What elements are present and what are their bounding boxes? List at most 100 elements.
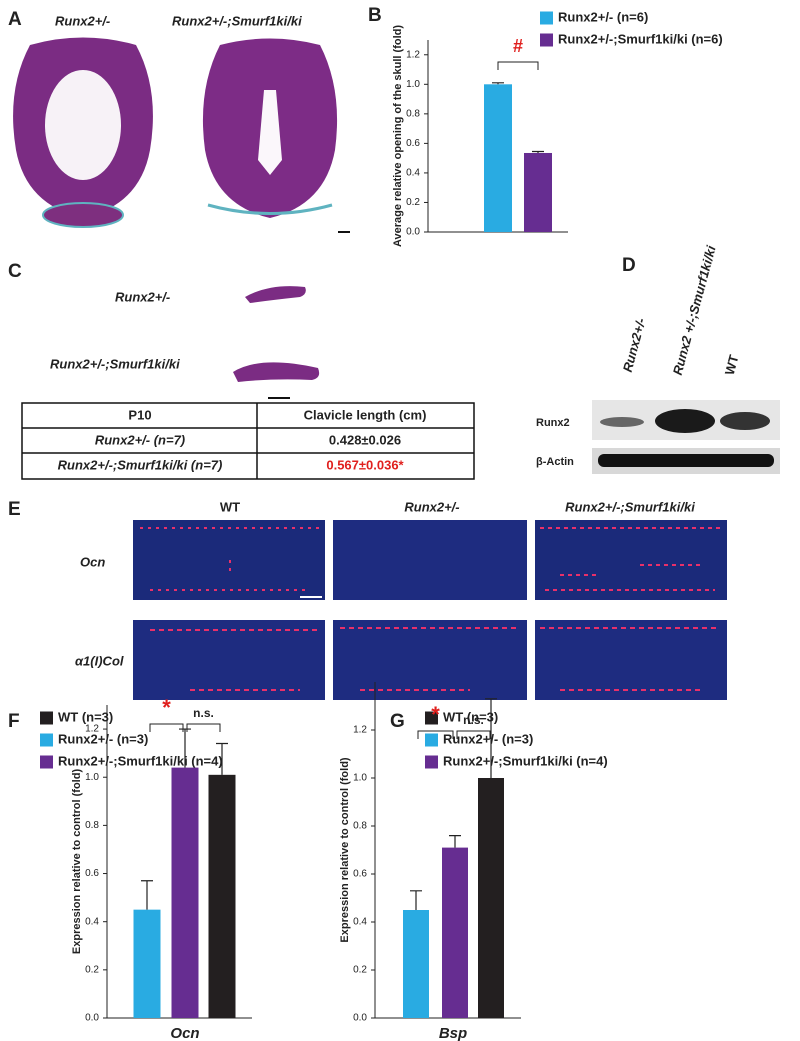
y-tick-label: 0.6 <box>406 138 420 149</box>
fluorescence-images <box>133 520 727 700</box>
bracket <box>417 730 454 739</box>
bar <box>442 847 468 1018</box>
error-bar <box>216 742 228 775</box>
bracket <box>456 730 491 739</box>
annotation: n.s. <box>463 713 484 727</box>
image-label: Runx2+/- <box>55 13 110 28</box>
y-tick-label: 0.8 <box>85 820 99 831</box>
table-cell: 0.567±0.036* <box>326 457 404 472</box>
y-tick-label: 0.8 <box>353 821 367 832</box>
row-label: Ocn <box>80 554 105 569</box>
x-axis-label: Bsp <box>439 1025 467 1041</box>
y-tick-label: 1.2 <box>85 724 99 735</box>
y-tick-label: 1.2 <box>406 49 420 60</box>
lane-label: WT <box>722 353 742 376</box>
legend-swatch <box>540 11 553 25</box>
legend-swatch <box>425 755 438 769</box>
bar <box>403 910 429 1018</box>
legend-swatch <box>40 733 53 747</box>
annotation: * <box>431 702 440 727</box>
column-label: Runx2+/- <box>404 499 459 514</box>
table-cell: Runx2+/- (n=7) <box>95 432 185 447</box>
x-axis-label: Ocn <box>170 1025 199 1041</box>
lane-label: Runx2 +/-;Smurf1ki/ki <box>670 244 719 377</box>
table <box>21 402 475 480</box>
skull-image <box>13 37 350 233</box>
panel-letter: E <box>8 499 21 520</box>
y-tick-label: 0.0 <box>406 227 420 238</box>
table-cell: 0.428±0.026 <box>329 432 401 447</box>
column-label: WT <box>220 499 240 514</box>
y-tick-label: 0.0 <box>85 1013 99 1024</box>
y-tick-label: 0.4 <box>353 917 367 928</box>
bracket <box>149 723 184 732</box>
annotation: n.s. <box>193 706 214 720</box>
error-bar <box>492 82 504 85</box>
column-label: Runx2+/-;Smurf1ki/ki <box>565 499 695 514</box>
panel-letter: C <box>8 261 22 282</box>
legend-label: Runx2+/-;Smurf1ki/ki (n=4) <box>58 753 223 768</box>
error-bar <box>532 150 544 153</box>
bar <box>133 909 161 1018</box>
legend-label: Runx2+/- (n=3) <box>58 731 148 746</box>
y-tick-label: 0.2 <box>406 197 420 208</box>
legend-swatch <box>40 755 53 769</box>
legend-label: Runx2+/-;Smurf1ki/ki (n=4) <box>443 753 608 768</box>
error-bar <box>141 880 153 910</box>
error-bar <box>449 835 461 848</box>
western-blot <box>592 400 780 474</box>
y-tick-label: 1.0 <box>85 772 99 783</box>
panel-letter: A <box>8 9 22 30</box>
table-header: P10 <box>128 407 151 422</box>
bar <box>524 152 552 232</box>
error-bar <box>179 728 191 768</box>
bar <box>478 778 504 1018</box>
legend-swatch <box>425 711 438 725</box>
bar <box>208 774 236 1018</box>
y-tick-label: 0.6 <box>353 869 367 880</box>
annotation: # <box>513 36 523 56</box>
y-tick-label: 1.0 <box>353 773 367 784</box>
y-tick-label: 1.0 <box>406 79 420 90</box>
image-label: Runx2+/-;Smurf1ki/ki <box>172 13 302 28</box>
legend-label: Runx2+/- (n=6) <box>558 9 648 24</box>
y-axis-label: Expression relative to control (fold) <box>71 769 83 955</box>
legend-swatch <box>425 733 438 747</box>
row-label: Runx2 <box>536 417 570 429</box>
legend-swatch <box>40 711 53 725</box>
y-tick-label: 0.4 <box>406 168 420 179</box>
bracket <box>186 723 221 732</box>
y-tick-label: 0.8 <box>406 108 420 119</box>
bar <box>171 767 199 1018</box>
y-tick-label: 0.2 <box>85 964 99 975</box>
image-label: Runx2+/- <box>115 289 170 304</box>
y-tick-label: 0.6 <box>85 868 99 879</box>
y-tick-label: 0.4 <box>85 916 99 927</box>
y-tick-label: 0.2 <box>353 965 367 976</box>
legend-label: WT (n=3) <box>58 709 113 724</box>
y-tick-label: 0.0 <box>353 1013 367 1024</box>
panel-letter: F <box>8 711 20 732</box>
image-label: Runx2+/-;Smurf1ki/ki <box>50 356 180 371</box>
bar <box>484 84 512 232</box>
clavicle-image <box>233 286 320 399</box>
y-axis-label: Expression relative to control (fold) <box>339 757 351 943</box>
legend-label: WT (n=3) <box>443 709 498 724</box>
error-bar <box>485 698 497 778</box>
legend-label: Runx2+/- (n=3) <box>443 731 533 746</box>
legend-label: Runx2+/-;Smurf1ki/ki (n=6) <box>558 31 723 46</box>
panel-letter: B <box>368 5 382 26</box>
y-axis-label: Average relative opening of the skull (f… <box>392 25 404 247</box>
table-cell: Runx2+/-;Smurf1ki/ki (n=7) <box>58 457 223 472</box>
lane-label: Runx2+/- <box>620 316 649 373</box>
legend-swatch <box>540 33 553 47</box>
y-tick-label: 1.2 <box>353 725 367 736</box>
panel-letter: G <box>390 711 405 732</box>
error-bar <box>410 890 422 910</box>
table-header: Clavicle length (cm) <box>304 407 427 422</box>
annotation: * <box>162 695 171 720</box>
row-label: β-Actin <box>536 456 574 468</box>
row-label: α1(I)Col <box>75 653 124 668</box>
